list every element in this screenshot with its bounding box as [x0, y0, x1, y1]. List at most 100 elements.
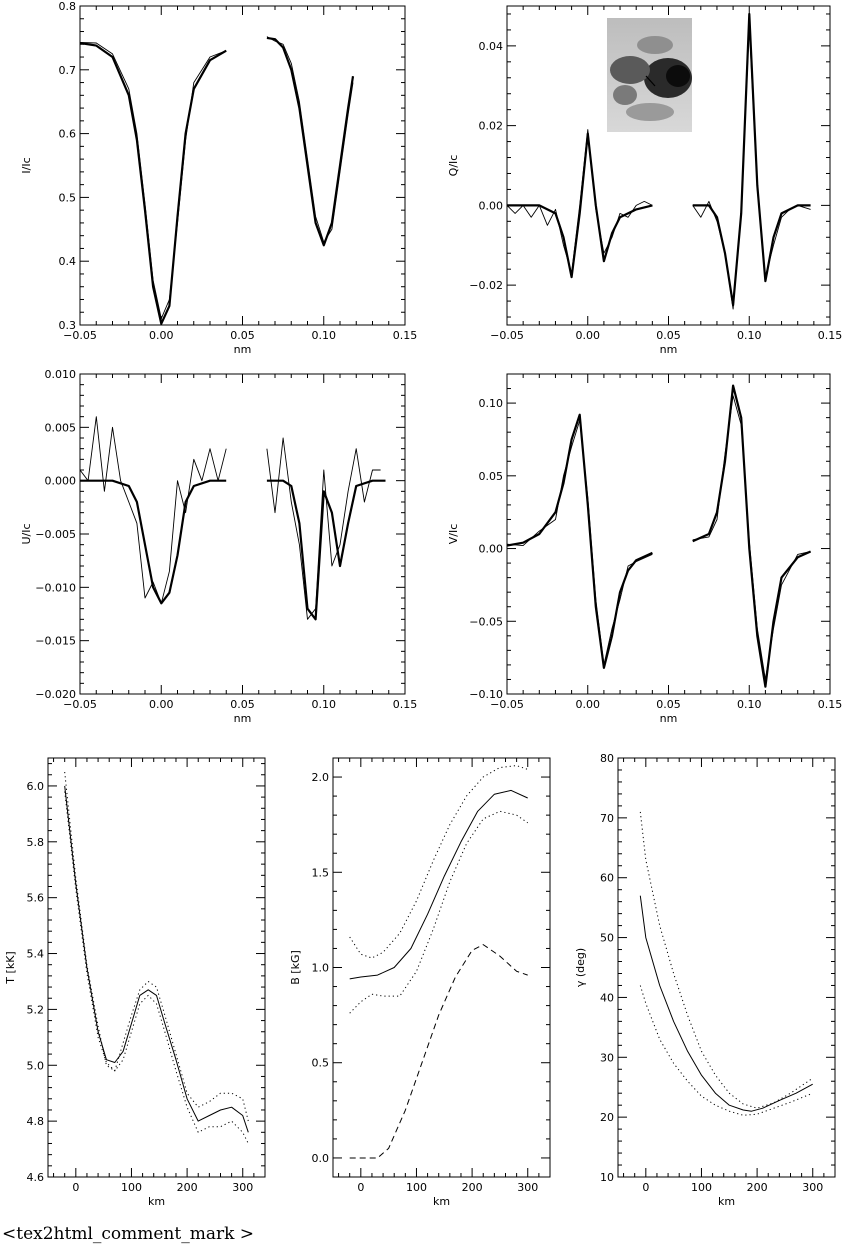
series-line-B-dotted-1-0 — [349, 765, 528, 959]
x-tick-label: 0.15 — [393, 698, 418, 711]
series-line-Q-thin-1-0 — [506, 129, 653, 274]
series-line-V-thin-1-1 — [692, 395, 811, 680]
x-tick-label: 100 — [121, 1181, 142, 1194]
x-tick-label: 0.05 — [230, 329, 255, 342]
y-tick-label: 5.2 — [27, 1003, 45, 1016]
x-tick-label: −0.05 — [63, 698, 97, 711]
x-tick-label: 0 — [357, 1181, 364, 1194]
x-tick-label: 0 — [642, 1181, 649, 1194]
y-tick-label: 0.3 — [59, 319, 77, 332]
series-line-U-thick-0-0 — [80, 479, 227, 605]
x-tick-label: 0.00 — [149, 698, 174, 711]
x-tick-label: −0.05 — [490, 329, 524, 342]
x-tick-label: 0.10 — [737, 329, 762, 342]
series-line-gamma-solid-0-0 — [639, 895, 813, 1112]
y-tick-label: 0.04 — [479, 40, 504, 53]
y-tick-label: 0.10 — [479, 397, 504, 410]
figure-caption: <tex2html_comment_mark > — [2, 1224, 255, 1244]
series-line-B-dashed-3-0 — [349, 944, 528, 1159]
y-tick-label: 0.8 — [59, 0, 77, 13]
y-tick-label: 60 — [600, 872, 614, 885]
chart-panel-V: −0.05 0.00 0.05 0.10 0.15−0.10−0.050.000.050… — [447, 373, 842, 725]
y-tick-label: 5.0 — [27, 1059, 45, 1072]
y-tick-label: 70 — [600, 812, 614, 825]
chart-panel-T: 0 100 200 300 4.6 4.8 5.0 5.2 5.4 5.6 5.8 6.0 km T [k… — [4, 757, 266, 1208]
sunspot-inset-image — [607, 18, 692, 132]
series-line-Q-thin-1-1 — [692, 25, 811, 310]
y-axis-label: γ (deg) — [574, 948, 587, 987]
y-tick-label: 0.010 — [45, 368, 77, 381]
series-line-gamma-dotted-2-0 — [639, 985, 813, 1116]
y-tick-label: 80 — [600, 752, 614, 765]
series-line-U-thin-1-1 — [266, 437, 381, 620]
y-axis-label: U/Iᴄ — [20, 523, 33, 544]
plot-frame-gamma — [617, 757, 836, 1178]
x-tick-label: 200 — [462, 1181, 483, 1194]
y-tick-label: 0.02 — [479, 120, 504, 133]
x-tick-label: 0.00 — [149, 329, 174, 342]
x-tick-label: −0.05 — [63, 329, 97, 342]
x-tick-label: 0.05 — [656, 329, 681, 342]
y-tick-label: −0.020 — [35, 688, 76, 701]
series-line-U-thick-0-1 — [266, 479, 386, 621]
x-axis-label: nm — [234, 712, 252, 725]
plot-frame-U — [79, 373, 406, 695]
series-line-U-thin-1-0 — [79, 416, 227, 604]
chart-panel-B: 0 100 200 300 0.0 0.5 1.0 1.5 2.0 km B [kG] — [289, 757, 551, 1208]
series-line-T-solid-0-0 — [64, 785, 249, 1133]
y-tick-label: 4.8 — [27, 1115, 45, 1128]
y-tick-label: −0.015 — [35, 635, 76, 648]
y-tick-label: 1.5 — [312, 866, 330, 879]
y-tick-label: 0.0 — [312, 1152, 330, 1165]
x-tick-label: 0.05 — [230, 698, 255, 711]
x-tick-label: 0 — [72, 1181, 79, 1194]
y-tick-label: 5.8 — [27, 836, 45, 849]
y-tick-label: 0.05 — [479, 470, 504, 483]
chart-panel-gamma: 0 100 200 300 10 20 30 40 50 60 70 80 km γ (deg) — [574, 752, 836, 1208]
y-tick-label: 5.4 — [27, 948, 45, 961]
y-tick-label: −0.10 — [469, 688, 503, 701]
y-tick-label: 30 — [600, 1051, 614, 1064]
y-axis-label: I/Iᴄ — [20, 157, 33, 173]
y-tick-label: 1.0 — [312, 962, 330, 975]
y-tick-label: 2.0 — [312, 771, 330, 784]
x-axis-label: nm — [660, 343, 678, 356]
y-tick-label: −0.010 — [35, 581, 76, 594]
series-line-gamma-dotted-1-0 — [639, 811, 813, 1109]
chart-panel-U: −0.05 0.00 0.05 0.10 0.15 −0.020 −0.015 −0.010 −… — [20, 368, 417, 725]
x-tick-label: −0.05 — [490, 698, 524, 711]
x-tick-label: 300 — [232, 1181, 253, 1194]
y-tick-label: 50 — [600, 932, 614, 945]
plot-frame-V — [506, 373, 831, 695]
y-tick-label: 0.7 — [59, 64, 77, 77]
x-tick-label: 0.00 — [576, 698, 601, 711]
x-axis-label: km — [148, 1195, 165, 1208]
series-line-V-thin-1-0 — [506, 420, 653, 666]
series-line-V-thick-0-1 — [692, 384, 812, 688]
series-line-T-dotted-2-0 — [64, 791, 249, 1144]
y-tick-label: 0.5 — [312, 1057, 330, 1070]
x-tick-label: 300 — [802, 1181, 823, 1194]
y-tick-label: 20 — [600, 1111, 614, 1124]
y-tick-label: 0.00 — [479, 543, 504, 556]
y-tick-label: 10 — [600, 1171, 614, 1184]
series-line-I-thin-1-1 — [266, 36, 354, 243]
x-tick-label: 0.10 — [737, 698, 762, 711]
y-tick-label: −0.05 — [469, 615, 503, 628]
y-tick-label: 4.6 — [27, 1171, 45, 1184]
plot-frame-B — [332, 757, 551, 1178]
series-line-I-thin-1-0 — [79, 41, 227, 320]
x-tick-label: 0.15 — [818, 329, 843, 342]
x-tick-label: 200 — [177, 1181, 198, 1194]
y-axis-label: V/Iᴄ — [447, 524, 460, 545]
x-axis-label: km — [718, 1195, 735, 1208]
y-tick-label: 40 — [600, 991, 614, 1004]
x-tick-label: 0.10 — [312, 698, 337, 711]
y-tick-label: 0.6 — [59, 128, 77, 141]
series-line-T-dotted-1-0 — [64, 771, 249, 1122]
y-tick-label: 0.00 — [479, 199, 504, 212]
y-tick-label: 0.4 — [59, 255, 77, 268]
x-tick-label: 300 — [517, 1181, 538, 1194]
series-line-I-thick-0-1 — [266, 36, 355, 247]
